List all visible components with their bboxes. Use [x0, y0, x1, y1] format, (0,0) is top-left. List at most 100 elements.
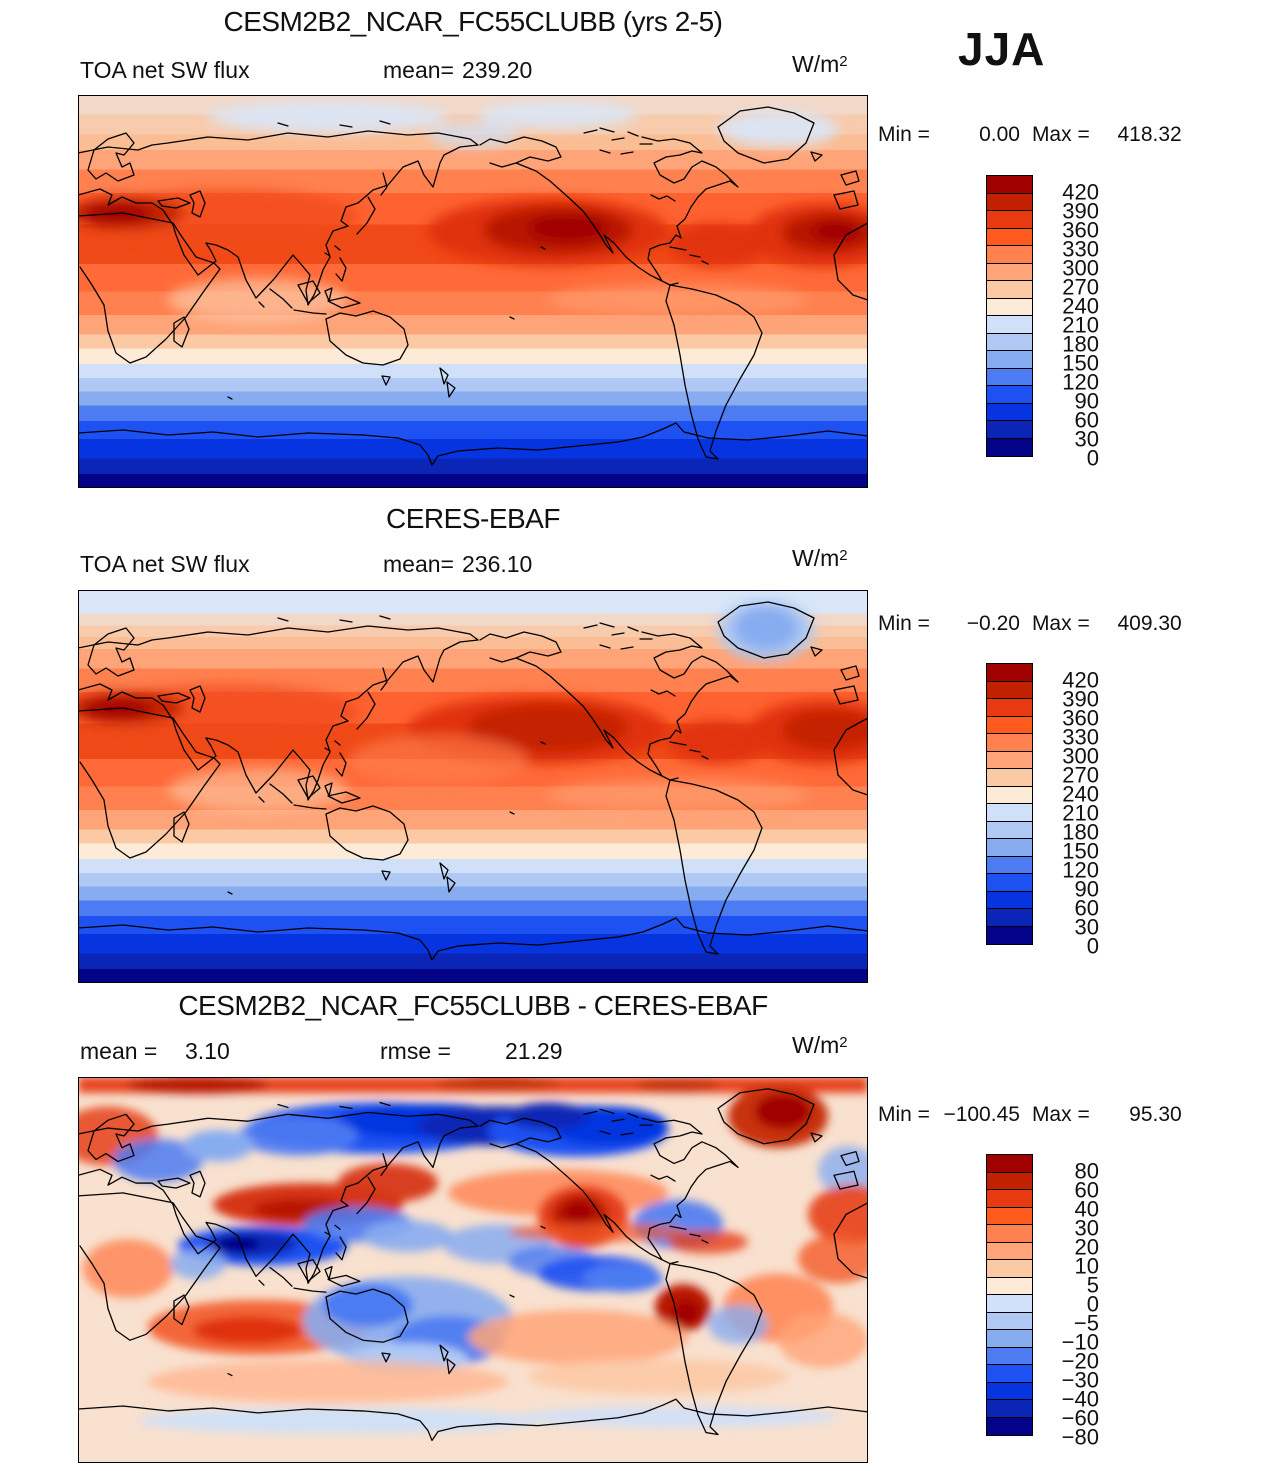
panel2-colorbar-ticks: 420 390 360 330 300 270 240 210 180 150 120 90 60 30 0 — [1041, 663, 1099, 967]
colorbar-tick-label: 30 — [1074, 914, 1099, 940]
colorbar-cell — [986, 297, 1033, 317]
panel3-units-exponent: 2 — [839, 1034, 848, 1051]
colorbar-cell — [986, 192, 1033, 212]
colorbar-cell — [986, 315, 1033, 334]
diff-map — [78, 1077, 868, 1463]
panel3-rmse-value: 21.29 — [505, 1038, 563, 1064]
colorbar-cell — [986, 1416, 1033, 1436]
colorbar-tick-label: −10 — [1061, 1329, 1099, 1355]
colorbar-tick-label: 180 — [1062, 331, 1099, 357]
obs-map-anomaly-blobs — [78, 600, 868, 812]
colorbar-tick-label: 5 — [1086, 1272, 1099, 1298]
colorbar-tick-label: 150 — [1062, 838, 1099, 864]
panel1-units-exponent: 2 — [839, 53, 848, 70]
obs-map — [78, 590, 868, 983]
colorbar-tick-label: 90 — [1074, 388, 1099, 414]
colorbar-cell — [986, 227, 1033, 247]
colorbar-cell — [986, 1329, 1033, 1348]
panel3-units-base: W/m — [792, 1032, 840, 1058]
colorbar-cell — [986, 680, 1033, 700]
colorbar-tick-label: 420 — [1062, 667, 1099, 693]
panel3-mean-label: mean = — [80, 1038, 158, 1064]
colorbar-tick-label: −30 — [1061, 1367, 1099, 1393]
colorbar-tick-label: 60 — [1074, 407, 1099, 433]
colorbar-tick-label: 20 — [1074, 1234, 1099, 1260]
panel1-min-value: 0.00 — [979, 123, 1020, 146]
panel2-mean-label: mean= — [383, 551, 454, 577]
colorbar-cell — [986, 175, 1033, 194]
panel2-variable-label: TOA net SW flux — [80, 551, 250, 577]
panel2-units-exponent: 2 — [839, 547, 848, 564]
colorbar-tick-label: 300 — [1062, 255, 1099, 281]
colorbar-tick-label: 300 — [1062, 743, 1099, 769]
panel2-title: CERES-EBAF — [386, 503, 560, 534]
panel2-colorbar: 420 390 360 330 300 270 240 210 180 150 120 90 60 30 0 — [986, 663, 1099, 967]
colorbar-tick-label: 420 — [1062, 179, 1099, 205]
colorbar-cell — [986, 715, 1033, 735]
panel3-minmax: Min = −100.45 Max = 95.30 — [878, 1103, 1182, 1127]
panel2-minmax: Min = −0.20 Max = 409.30 — [878, 612, 1182, 636]
colorbar-tick-label: 390 — [1062, 686, 1099, 712]
panel1-title: CESM2B2_NCAR_FC55CLUBB (yrs 2-5) — [223, 6, 723, 37]
colorbar-tick-label: 120 — [1062, 369, 1099, 395]
colorbar-cell — [986, 663, 1033, 682]
panel2-mean-value: 236.10 — [462, 551, 533, 577]
panel3-title: CESM2B2_NCAR_FC55CLUBB - CERES-EBAF — [178, 990, 768, 1021]
colorbar-cell — [986, 420, 1033, 439]
colorbar-tick-label: 60 — [1074, 895, 1099, 921]
colorbar-tick-label: −80 — [1061, 1424, 1099, 1450]
panel1-subtitle-row: TOA net SW flux mean= 239.20 W/m2 — [0, 51, 1285, 87]
panel1-units-label: W/m2 — [792, 51, 848, 78]
colorbar-tick-label: 210 — [1062, 312, 1099, 338]
colorbar-cell — [986, 1171, 1033, 1191]
panel3-mean-value: 3.10 — [185, 1038, 230, 1064]
colorbar-tick-label: 120 — [1062, 857, 1099, 883]
panel1-colorbar: 420 390 360 330 300 270 240 210 180 150 120 90 60 30 0 — [986, 175, 1099, 479]
colorbar-cell — [986, 873, 1033, 892]
colorbar-cell — [986, 402, 1033, 422]
panel3-rmse-label: rmse = — [380, 1038, 451, 1064]
colorbar-cell — [986, 332, 1033, 352]
colorbar-tick-label: 270 — [1062, 274, 1099, 300]
colorbar-cell — [986, 820, 1033, 840]
colorbar-tick-label: 360 — [1062, 217, 1099, 243]
colorbar-cell — [986, 1311, 1033, 1331]
model-map-anomaly-blobs — [78, 101, 868, 322]
colorbar-tick-label: −60 — [1061, 1405, 1099, 1431]
colorbar-tick-label: 150 — [1062, 350, 1099, 376]
panel2-max-label: Max = — [1031, 612, 1090, 635]
colorbar-tick-label: 270 — [1062, 762, 1099, 788]
panel3-colorbar-cells — [986, 1154, 1033, 1436]
colorbar-cell — [986, 750, 1033, 770]
colorbar-tick-label: 0 — [1086, 445, 1099, 471]
colorbar-tick-label: 330 — [1062, 724, 1099, 750]
colorbar-cell — [986, 698, 1033, 717]
panel1-minmax: Min = 0.00 Max = 418.32 — [878, 123, 1182, 147]
colorbar-cell — [986, 925, 1033, 945]
panel1-colorbar-ticks: 420 390 360 330 300 270 240 210 180 150 120 90 60 30 0 — [1041, 175, 1099, 479]
panel1-min-label: Min = — [878, 123, 930, 146]
colorbar-tick-label: −5 — [1073, 1310, 1099, 1336]
colorbar-cell — [986, 1346, 1033, 1366]
colorbar-cell — [986, 733, 1033, 752]
colorbar-tick-label: −20 — [1061, 1348, 1099, 1374]
colorbar-cell — [986, 803, 1033, 822]
colorbar-tick-label: 180 — [1062, 819, 1099, 845]
colorbar-cell — [986, 1154, 1033, 1173]
colorbar-tick-label: 60 — [1074, 1177, 1099, 1203]
colorbar-tick-label: 0 — [1086, 933, 1099, 959]
panel1-max-label: Max = — [1031, 123, 1090, 146]
colorbar-cell — [986, 1259, 1033, 1278]
colorbar-cell — [986, 1294, 1033, 1313]
colorbar-tick-label: 360 — [1062, 705, 1099, 731]
panel3-colorbar: 80 60 40 30 20 10 5 0 −5 −10 −20 −30 −40 −60 −80 — [986, 1154, 1099, 1458]
colorbar-tick-label: 330 — [1062, 236, 1099, 262]
colorbar-cell — [986, 768, 1033, 787]
colorbar-cell — [986, 785, 1033, 805]
colorbar-cell — [986, 1276, 1033, 1296]
colorbar-cell — [986, 1381, 1033, 1401]
panel2-units-base: W/m — [792, 545, 840, 571]
panel2-subtitle-row: TOA net SW flux mean= 236.10 W/m2 — [0, 545, 1285, 581]
colorbar-cell — [986, 1206, 1033, 1226]
